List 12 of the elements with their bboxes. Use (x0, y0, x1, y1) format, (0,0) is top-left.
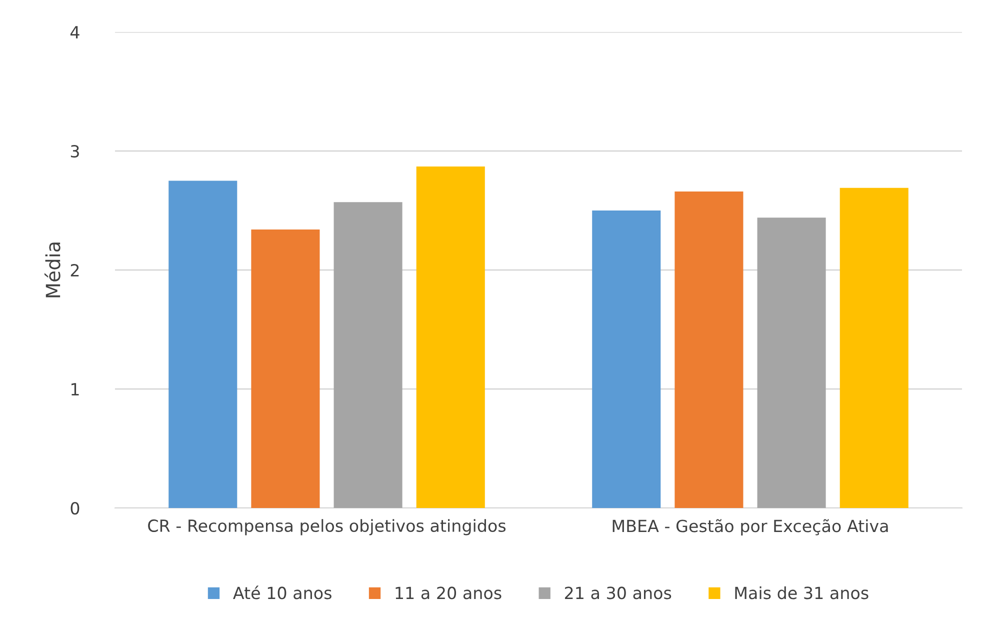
legend-label: Até 10 anos (233, 586, 332, 600)
legend-label: 21 a 30 anos (564, 586, 672, 600)
x-tick-label: MBEA - Gestão por Exceção Ativa (612, 519, 888, 536)
x-tick-label: CR - Recompensa pelos objetivos atingidos (148, 519, 506, 536)
legend-label: Mais de 31 anos (735, 586, 868, 600)
y-tick-label: 2 (70, 264, 79, 276)
y-tick-label: 3 (70, 144, 79, 158)
y-tick-label: 1 (72, 383, 79, 396)
y-axis-title: Média (44, 242, 60, 298)
y-tick-label: 0 (70, 502, 80, 515)
legend-label: 11 a 20 anos (396, 586, 502, 600)
y-tick-label: 4 (70, 26, 80, 38)
